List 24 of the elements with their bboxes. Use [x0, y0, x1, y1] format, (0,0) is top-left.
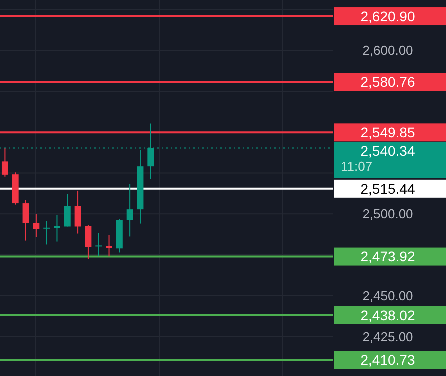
- candlestick: [106, 234, 112, 258]
- ref-line-label: 2,549.85: [360, 124, 416, 141]
- candlestick: [2, 148, 8, 178]
- ref-line-label: 2,410.73: [360, 352, 416, 368]
- ref-line-label: 2,438.02: [360, 307, 416, 324]
- candlestick: [54, 214, 60, 242]
- y-tick-label: 2,600.00: [362, 43, 414, 58]
- y-tick-label: 2,425.00: [362, 329, 414, 344]
- ref-line-label: 2,515.44: [360, 180, 416, 197]
- candlestick: [22, 200, 30, 242]
- candlestick: [64, 194, 71, 228]
- text: 11:07: [341, 158, 373, 174]
- candlestick: [126, 184, 134, 238]
- candlestick: [85, 224, 92, 260]
- candlestick: [44, 221, 50, 246]
- ref-line-label: 2,620.90: [360, 8, 416, 24]
- ref-line-label: 2,473.92: [360, 248, 416, 265]
- candlestick: [96, 232, 102, 257]
- ref-line-label: 2,580.76: [360, 74, 416, 90]
- ref-line-label: 2,540.34: [360, 143, 416, 160]
- y-tick-label: 2,500.00: [362, 206, 414, 222]
- y-tick-label: 2,450.00: [362, 288, 414, 304]
- candlestick: [74, 190, 82, 234]
- candlestick: [33, 214, 40, 238]
